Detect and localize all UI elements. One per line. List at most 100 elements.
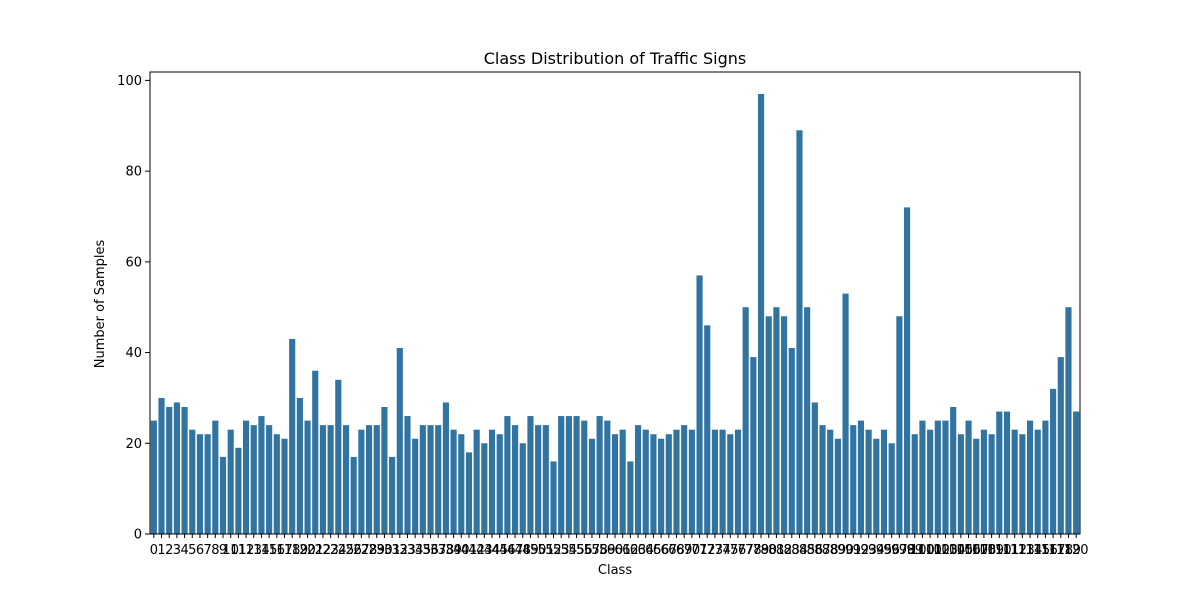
bar-class-116 bbox=[1042, 420, 1049, 534]
x-tick-label: 103 bbox=[933, 543, 958, 558]
x-tick-label: 74 bbox=[714, 543, 731, 558]
x-tick-label: 116 bbox=[1033, 543, 1058, 558]
bar-class-84 bbox=[796, 130, 803, 535]
x-tick-label: 10 bbox=[222, 543, 239, 558]
x-tick-label: 83 bbox=[784, 543, 801, 558]
bar-class-72 bbox=[704, 325, 711, 534]
bar-class-73 bbox=[711, 429, 718, 534]
x-tick-label: 97 bbox=[891, 543, 908, 558]
bar-class-17 bbox=[281, 438, 288, 534]
x-tick-label: 8 bbox=[211, 543, 219, 558]
y-tick-label: 20 bbox=[125, 437, 142, 452]
bar-class-35 bbox=[419, 425, 426, 534]
bar-class-41 bbox=[465, 452, 473, 534]
x-tick-label: 57 bbox=[584, 543, 601, 558]
x-tick-label: 86 bbox=[807, 543, 824, 558]
bar-class-36 bbox=[427, 425, 434, 534]
x-tick-label: 38 bbox=[438, 543, 455, 558]
bar-class-108 bbox=[980, 429, 987, 534]
x-tick-label: 25 bbox=[338, 543, 355, 558]
bar-class-93 bbox=[865, 429, 872, 534]
x-tick-label: 65 bbox=[645, 543, 662, 558]
x-tick-label: 110 bbox=[987, 543, 1012, 558]
x-tick-label: 51 bbox=[538, 543, 555, 558]
x-tick-label: 94 bbox=[868, 543, 885, 558]
bar-class-26 bbox=[350, 456, 357, 534]
x-tick-label: 30 bbox=[376, 543, 393, 558]
bar-class-95 bbox=[880, 429, 888, 534]
bar-class-66 bbox=[658, 438, 665, 534]
bar-class-15 bbox=[266, 425, 273, 534]
plot-frame bbox=[149, 71, 1081, 535]
x-tick-label: 44 bbox=[484, 543, 501, 558]
x-tick-label: 12 bbox=[238, 543, 255, 558]
x-tick-label: 50 bbox=[530, 543, 547, 558]
x-tick-label: 21 bbox=[307, 543, 324, 558]
bar-class-28 bbox=[365, 425, 373, 534]
x-tick-label: 49 bbox=[522, 543, 539, 558]
bar-class-75 bbox=[727, 434, 734, 534]
x-tick-label: 80 bbox=[760, 543, 777, 558]
bar-class-30 bbox=[381, 406, 388, 534]
y-tick-label: 40 bbox=[125, 346, 142, 361]
bar-class-106 bbox=[965, 420, 972, 534]
x-tick-label: 1 bbox=[157, 543, 165, 558]
bar-class-88 bbox=[827, 429, 834, 534]
x-tick-label: 5 bbox=[188, 543, 196, 558]
x-tick-label: 32 bbox=[392, 543, 409, 558]
x-tick-label: 105 bbox=[948, 543, 973, 558]
y-tick-label: 100 bbox=[117, 74, 142, 89]
bar-class-67 bbox=[665, 434, 672, 534]
bar-class-12 bbox=[243, 420, 250, 534]
x-tick-label: 66 bbox=[653, 543, 670, 558]
bar-class-31 bbox=[389, 456, 396, 534]
x-axis-label: Class bbox=[598, 563, 632, 578]
bar-class-23 bbox=[327, 425, 334, 534]
bar-class-59 bbox=[604, 420, 611, 534]
x-tick-label: 108 bbox=[972, 543, 997, 558]
bar-class-5 bbox=[189, 429, 196, 534]
bar-class-71 bbox=[696, 275, 703, 534]
x-tick-label: 102 bbox=[925, 543, 950, 558]
x-axis: 0 1 2 3 4 5 6 7 8 9101112131415161718192021222324… bbox=[150, 534, 1089, 558]
x-tick-label: 16 bbox=[269, 543, 286, 558]
bar-class-0 bbox=[150, 420, 157, 534]
bar-class-100 bbox=[919, 420, 926, 534]
bar-class-85 bbox=[804, 307, 811, 534]
x-tick-label: 113 bbox=[1010, 543, 1035, 558]
bar-class-104 bbox=[950, 406, 957, 534]
bar-class-63 bbox=[634, 425, 642, 534]
bar-class-64 bbox=[642, 429, 649, 534]
x-tick-label: 14 bbox=[253, 543, 270, 558]
x-tick-label: 43 bbox=[476, 543, 493, 558]
x-tick-label: 19 bbox=[292, 543, 309, 558]
bar-class-49 bbox=[527, 416, 534, 534]
bar-class-55 bbox=[573, 416, 580, 534]
y-tick-label: 60 bbox=[125, 255, 142, 270]
bar-class-76 bbox=[734, 429, 742, 534]
x-tick-label: 93 bbox=[860, 543, 877, 558]
bar-class-82 bbox=[781, 316, 788, 534]
y-axis: 0 20 40 60 80 100 bbox=[117, 74, 150, 543]
x-tick-label: 67 bbox=[661, 543, 678, 558]
bar-class-70 bbox=[688, 429, 695, 534]
bar-class-3 bbox=[173, 402, 180, 534]
x-tick-label: 26 bbox=[345, 543, 362, 558]
bar-class-60 bbox=[611, 434, 619, 534]
x-tick-label: 29 bbox=[368, 543, 385, 558]
bar-class-94 bbox=[873, 438, 880, 534]
bars-group bbox=[150, 94, 1080, 535]
bar-class-69 bbox=[681, 425, 688, 534]
bar-class-98 bbox=[903, 207, 911, 534]
y-tick-label: 80 bbox=[125, 165, 142, 180]
bar-class-51 bbox=[542, 425, 549, 534]
x-tick-label: 61 bbox=[614, 543, 631, 558]
bar-class-110 bbox=[996, 411, 1003, 534]
x-tick-label: 15 bbox=[261, 543, 278, 558]
bar-class-40 bbox=[458, 434, 465, 534]
x-tick-label: 109 bbox=[979, 543, 1004, 558]
bar-class-50 bbox=[535, 425, 542, 534]
x-tick-label: 114 bbox=[1018, 543, 1043, 558]
bar-class-42 bbox=[473, 429, 480, 534]
bar-class-105 bbox=[957, 434, 964, 534]
